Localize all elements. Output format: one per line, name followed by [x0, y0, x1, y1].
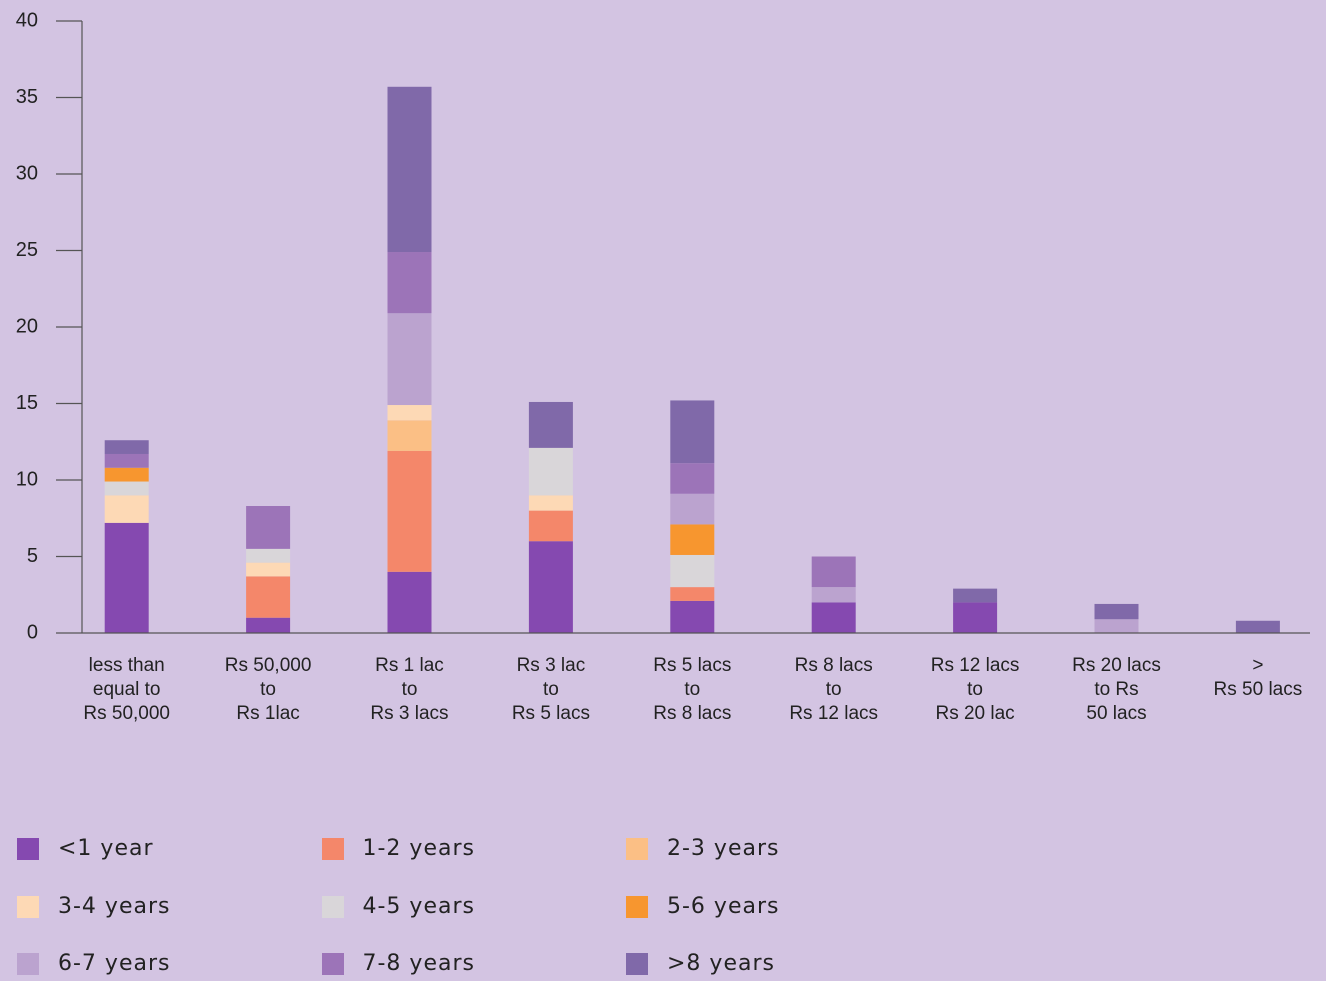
bar-segment — [670, 400, 715, 464]
bar-segment — [670, 587, 715, 601]
legend-swatch — [17, 895, 39, 918]
x-tick-label: Rs 50,000 to Rs 1lac — [224, 655, 312, 724]
bar-segment — [670, 554, 715, 588]
bar-segment — [387, 405, 432, 421]
y-tick-label: 10 — [16, 468, 38, 490]
bar-segment — [104, 440, 149, 454]
legend-swatch — [321, 953, 344, 975]
y-tick-label: 20 — [16, 315, 38, 337]
x-tick-label: > Rs 50 lacs — [1213, 655, 1303, 700]
bar-segment — [811, 587, 856, 603]
bar-segment — [811, 556, 856, 588]
bar-segment — [1235, 620, 1280, 633]
bar-segment — [246, 562, 291, 577]
legend-swatch — [17, 838, 39, 860]
x-tick-label: Rs 8 lacs to Rs 12 lacs — [789, 655, 879, 724]
x-tick-label: Rs 12 lacs to Rs 20 lac — [930, 655, 1020, 724]
legend-swatch — [321, 838, 344, 860]
legend-label: 5-6 years — [667, 893, 780, 919]
legend-label: >8 years — [667, 951, 775, 976]
x-tick-label: Rs 20 lacs to Rs 50 lacs — [1072, 655, 1161, 724]
legend-label: <1 year — [58, 836, 154, 861]
bar-segment — [387, 420, 432, 451]
bar-segment — [246, 617, 291, 633]
y-tick-label: 0 — [27, 621, 38, 643]
y-tick-label: 15 — [16, 392, 38, 414]
bar-segment — [1094, 619, 1139, 633]
bar-segment — [670, 600, 715, 633]
bar-segment — [104, 467, 149, 482]
bar-segment — [387, 571, 432, 633]
bar-segment — [811, 602, 856, 633]
x-tick-label: Rs 1 lac to Rs 3 lacs — [370, 655, 449, 724]
bar-segment — [104, 522, 149, 633]
bar-segment — [104, 453, 149, 468]
legend-label: 7-8 years — [362, 951, 475, 976]
legend-label: 6-7 years — [58, 951, 171, 976]
x-tick-label: Rs 3 lac to Rs 5 lacs — [511, 655, 590, 724]
bar-segment — [528, 401, 573, 448]
legend-swatch — [17, 953, 39, 975]
legend-label: 4-5 years — [362, 893, 475, 919]
bar-segment — [528, 541, 573, 633]
bar-segment — [670, 493, 715, 525]
bar-segment — [246, 548, 291, 563]
x-tick-label: Rs 5 lacs to Rs 8 lacs — [653, 655, 732, 724]
bar-segment — [246, 506, 291, 549]
y-tick-label: 35 — [16, 86, 38, 108]
bar-segment — [387, 313, 432, 406]
bar-segment — [528, 510, 573, 542]
bar-segment — [670, 463, 715, 494]
bar-segment — [104, 481, 149, 496]
bar-segment — [387, 450, 432, 572]
bar-segment — [953, 602, 998, 633]
legend-swatch — [626, 953, 648, 975]
legend-swatch — [321, 895, 344, 918]
y-tick-label: 30 — [16, 162, 38, 184]
bar-segment — [246, 576, 291, 618]
legend-swatch — [626, 895, 648, 918]
bar-segment — [104, 495, 149, 523]
y-tick-label: 40 — [16, 9, 38, 31]
y-tick-label: 5 — [27, 545, 38, 567]
legend-swatch — [626, 838, 648, 860]
legend-label: 3-4 years — [58, 893, 171, 919]
y-tick-label: 25 — [16, 239, 38, 261]
bar-segment — [528, 447, 573, 496]
bar-segment — [528, 495, 573, 511]
legend-label: 2-3 years — [667, 836, 780, 861]
legend-label: 1-2 years — [362, 836, 475, 861]
x-tick-label: less than equal to Rs 50,000 — [83, 655, 170, 724]
bar-segment — [387, 252, 432, 314]
bar-segment — [953, 588, 998, 603]
bar-segment — [670, 524, 715, 555]
bar-segment — [1094, 603, 1139, 620]
bar-segment — [387, 86, 432, 253]
